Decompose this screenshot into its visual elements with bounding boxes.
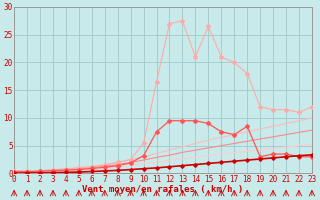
- X-axis label: Vent moyen/en rafales ( km/h ): Vent moyen/en rafales ( km/h ): [82, 185, 244, 194]
